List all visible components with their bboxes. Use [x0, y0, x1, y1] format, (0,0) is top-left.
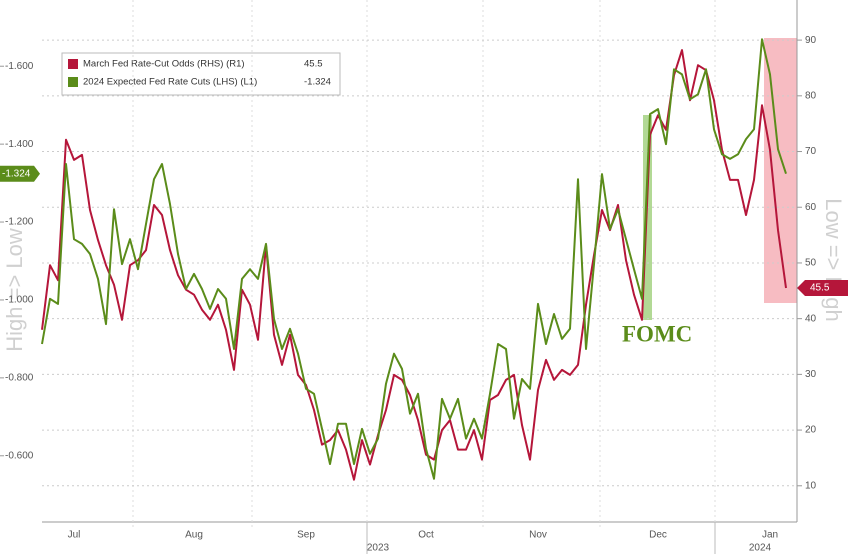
x-tick-label: Dec: [649, 530, 667, 541]
y2-tick-label: 20: [805, 425, 817, 436]
y2-tick-label: 40: [805, 313, 817, 324]
y2-tick-label: 70: [805, 146, 817, 157]
y2-tick-label: 60: [805, 202, 817, 213]
x-tick-label: Jul: [68, 530, 81, 541]
y2-axis-title: Low => High: [821, 198, 846, 322]
annotation: FOMC: [622, 321, 692, 346]
y2-tick-label: 10: [805, 480, 817, 491]
y2-tick-label: 50: [805, 258, 817, 269]
series-line: [41, 49, 787, 481]
value-badge-label: -1.324: [2, 168, 31, 179]
x-tick-label: Aug: [185, 530, 203, 541]
value-badge-label: 45.5: [810, 283, 830, 294]
y2-tick-label: 90: [805, 35, 817, 46]
y-tick-label: -1.200: [5, 217, 34, 228]
y-tick-label: -1.600: [5, 61, 34, 72]
y2-tick-label: 80: [805, 90, 817, 101]
legend-value: 45.5: [304, 59, 323, 70]
legend-value: -1.324: [304, 77, 331, 88]
value-badge: [0, 165, 40, 182]
x-tick-label: Sep: [297, 530, 315, 541]
x-group-label: 2023: [367, 543, 390, 554]
legend-label: 2024 Expected Fed Rate Cuts (LHS) (L1): [83, 77, 257, 88]
legend-box: [61, 52, 341, 96]
x-tick-label: Nov: [529, 530, 547, 541]
x-tick-label: Oct: [418, 530, 434, 541]
legend: March Fed Rate-Cut Odds (RHS) (R1) 45.5 20…: [61, 52, 341, 96]
y-tick-label: -0.600: [5, 450, 34, 461]
x-group-label: 2024: [749, 543, 772, 554]
legend-label: March Fed Rate-Cut Odds (RHS) (R1): [83, 59, 245, 70]
series-line: [41, 38, 787, 480]
y-tick-label: -1.000: [5, 295, 34, 306]
y-tick-label: -1.400: [5, 139, 34, 150]
legend-swatch: [68, 77, 78, 87]
legend-swatch: [68, 59, 78, 69]
x-tick-label: Jan: [762, 530, 778, 541]
recent-highlight: [764, 38, 797, 303]
y-axis-title: High => Low: [2, 228, 27, 352]
y2-tick-label: 30: [805, 369, 817, 380]
y-tick-label: -0.800: [5, 373, 34, 384]
value-badge: [797, 280, 848, 297]
fomc-highlight: [643, 115, 652, 320]
